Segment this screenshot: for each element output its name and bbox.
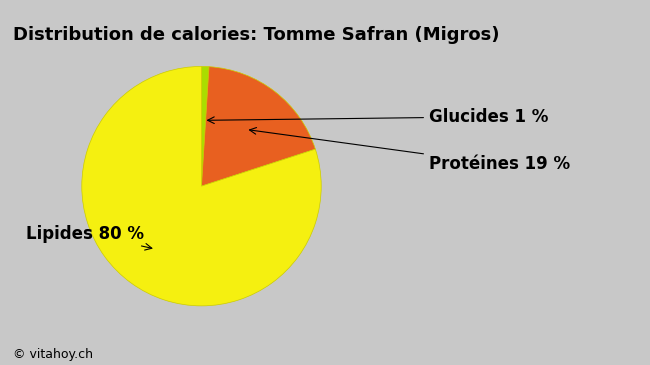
Wedge shape [202, 67, 315, 186]
Text: Glucides 1 %: Glucides 1 % [207, 108, 549, 126]
Text: Lipides 80 %: Lipides 80 % [26, 224, 152, 250]
Text: Distribution de calories: Tomme Safran (Migros): Distribution de calories: Tomme Safran (… [13, 26, 499, 43]
Wedge shape [82, 66, 321, 306]
Text: © vitahoy.ch: © vitahoy.ch [13, 348, 93, 361]
Text: Protéines 19 %: Protéines 19 % [250, 127, 570, 173]
Wedge shape [202, 66, 209, 186]
